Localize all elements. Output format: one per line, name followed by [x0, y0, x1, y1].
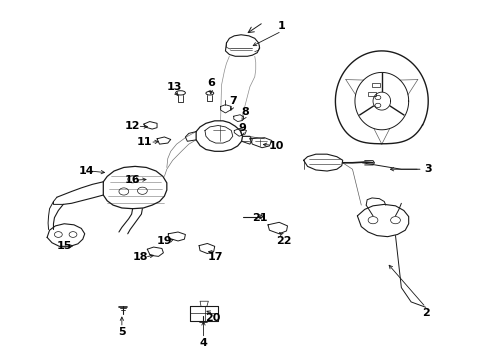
Text: 20: 20 [205, 313, 221, 323]
Text: 5: 5 [118, 327, 125, 337]
Text: 16: 16 [125, 175, 141, 185]
Text: 13: 13 [167, 82, 182, 92]
Text: 17: 17 [208, 252, 223, 262]
Text: 10: 10 [269, 141, 285, 151]
Text: 12: 12 [125, 121, 140, 131]
Text: 7: 7 [229, 96, 237, 106]
Text: 22: 22 [276, 236, 292, 246]
Text: 19: 19 [157, 236, 172, 246]
Text: 3: 3 [424, 164, 432, 174]
Bar [368, 92, 376, 96]
Text: 15: 15 [56, 241, 72, 251]
Text: 4: 4 [199, 338, 207, 348]
Text: 21: 21 [252, 213, 268, 222]
Text: 1: 1 [278, 21, 286, 31]
Text: 18: 18 [132, 252, 147, 262]
Text: 14: 14 [78, 166, 94, 176]
Bar [372, 83, 380, 87]
Text: 11: 11 [137, 138, 152, 147]
Text: 6: 6 [207, 78, 215, 88]
Text: 8: 8 [241, 107, 249, 117]
Text: 2: 2 [422, 308, 430, 318]
Text: 9: 9 [239, 123, 246, 133]
